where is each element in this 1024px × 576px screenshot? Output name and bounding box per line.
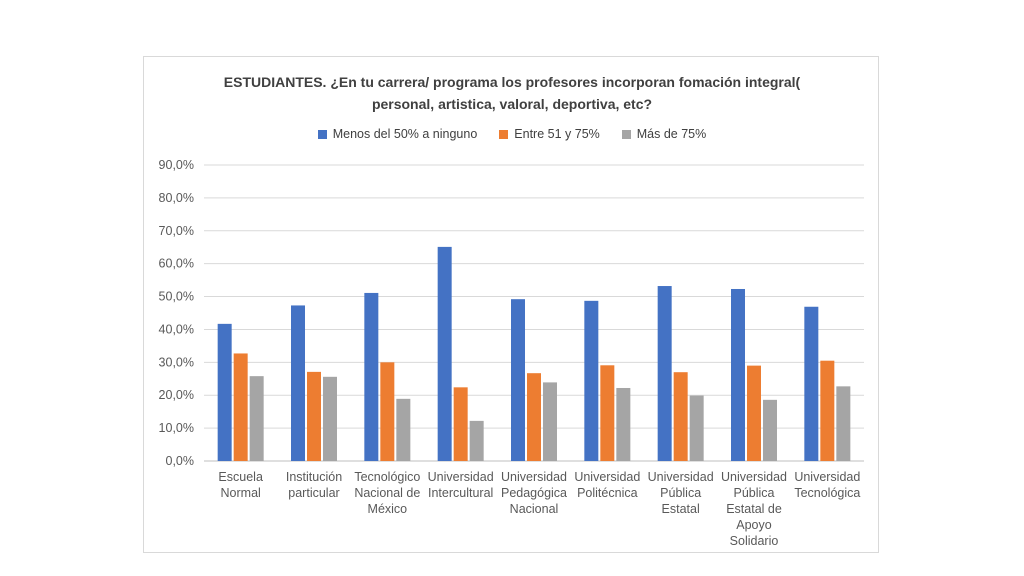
category-label: Nacional de — [354, 486, 420, 500]
bar — [689, 395, 704, 461]
category-label: Nacional — [510, 502, 559, 516]
y-tick-label: 20,0% — [159, 388, 194, 402]
bar — [763, 399, 777, 461]
bar — [673, 372, 688, 461]
bar — [364, 292, 379, 461]
category-label: Tecnológico — [354, 470, 420, 484]
y-tick-label: 50,0% — [159, 290, 194, 304]
chart-legend: Menos del 50% a ninguno Entre 51 y 75% M… — [144, 127, 880, 141]
category-label: Institución — [286, 470, 342, 484]
legend-item-mas-75: Más de 75% — [621, 127, 707, 141]
y-tick-label: 70,0% — [159, 224, 194, 238]
y-tick-label: 90,0% — [159, 158, 194, 172]
category-label: México — [368, 502, 408, 516]
bar — [616, 387, 631, 461]
bar — [731, 288, 745, 461]
bar — [380, 362, 395, 461]
bar — [747, 365, 761, 461]
category-label: Universidad — [574, 470, 640, 484]
category-label: Apoyo — [736, 518, 771, 532]
bar — [396, 398, 411, 461]
bar — [600, 365, 615, 461]
bar — [469, 420, 484, 461]
chart-title: ESTUDIANTES. ¿En tu carrera/ programa lo… — [144, 71, 880, 115]
y-tick-label: 80,0% — [159, 191, 194, 205]
legend-swatch-menos-50 — [317, 129, 327, 139]
bar — [437, 246, 452, 461]
category-label: Tecnológica — [794, 486, 860, 500]
y-tick-label: 40,0% — [159, 322, 194, 336]
category-label: Politécnica — [577, 486, 637, 500]
category-label: Universidad — [428, 470, 494, 484]
category-label: Estatal — [662, 502, 700, 516]
bar — [233, 353, 248, 461]
category-label: Intercultural — [428, 486, 493, 500]
legend-swatch-mas-75 — [621, 129, 631, 139]
bar — [657, 286, 672, 461]
category-label: Solidario — [730, 534, 779, 548]
chart-title-line-1: ESTUDIANTES. ¿En tu carrera/ programa lo… — [223, 74, 801, 90]
bar — [291, 305, 305, 461]
category-label: Universidad — [501, 470, 567, 484]
category-label: Universidad — [648, 470, 714, 484]
bar — [820, 360, 835, 461]
y-tick-label: 30,0% — [159, 355, 194, 369]
bar — [249, 376, 264, 461]
chart-frame: ESTUDIANTES. ¿En tu carrera/ programa lo… — [143, 56, 879, 553]
legend-label-entre-51-75: Entre 51 y 75% — [514, 127, 600, 141]
category-label: particular — [288, 486, 339, 500]
legend-label-menos-50: Menos del 50% a ninguno — [332, 127, 478, 141]
bar — [584, 300, 599, 461]
bar — [804, 306, 819, 461]
category-label: Estatal de — [726, 502, 782, 516]
category-label: Normal — [221, 486, 261, 500]
bar — [511, 299, 525, 461]
bar — [307, 371, 321, 461]
bar — [323, 376, 337, 461]
legend-swatch-entre-51-75 — [499, 129, 509, 139]
category-label: Universidad — [794, 470, 860, 484]
category-label: Pública — [660, 486, 701, 500]
bar-plot: 0,0% 10,0% 20,0% 30,0% 40,0% 50,0% 60,0% 70,0% 8… — [159, 158, 864, 548]
y-tick-label: 10,0% — [159, 421, 194, 435]
category-label: Universidad — [721, 470, 787, 484]
legend-label-mas-75: Más de 75% — [636, 127, 707, 141]
chart-title-line-2: personal, artistica, valoral, deportiva,… — [371, 96, 653, 112]
category-label: Pedagógica — [501, 486, 567, 500]
bar — [527, 373, 541, 461]
legend-item-entre-51-75: Entre 51 y 75% — [499, 127, 600, 141]
y-tick-label: 60,0% — [159, 257, 194, 271]
bar — [543, 382, 557, 461]
bar — [217, 323, 232, 461]
category-label: Escuela — [218, 470, 263, 484]
bar — [836, 386, 851, 461]
legend-item-menos-50: Menos del 50% a ninguno — [317, 127, 478, 141]
bar — [453, 387, 468, 461]
y-tick-label: 0,0% — [166, 454, 195, 468]
category-label: Pública — [734, 486, 775, 500]
